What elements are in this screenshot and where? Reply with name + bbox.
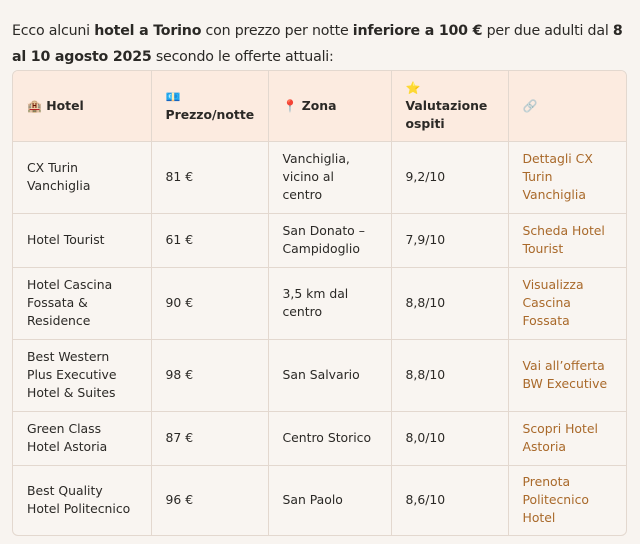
table-row: Green Class Hotel Astoria 87 € Centro Stor… bbox=[13, 411, 626, 466]
table-row: Hotel Cascina Fossata & Residence 90 € 3,5… bbox=[13, 267, 626, 340]
header-zone: 📍 Zona bbox=[268, 71, 392, 142]
hotel-name-cell: Hotel Tourist bbox=[13, 213, 152, 268]
price-cell: 81 € bbox=[165, 169, 194, 184]
zone-cell-cell: Vanchiglia, vicino al centro bbox=[268, 141, 392, 214]
offer-link[interactable]: Dettagli CX Turin Vanchiglia bbox=[522, 151, 593, 202]
price-cell-cell: 61 € bbox=[151, 213, 269, 268]
rating-cell: 7,9/10 bbox=[405, 232, 446, 247]
offer-link-cell: Scopri Hotel Astoria bbox=[508, 411, 626, 466]
offer-link[interactable]: Scopri Hotel Astoria bbox=[522, 421, 598, 454]
hotel-name: Green Class Hotel Astoria bbox=[27, 421, 108, 454]
offer-link-cell: Visualizza Cascina Fossata bbox=[508, 267, 626, 340]
hotel-name: Hotel Tourist bbox=[27, 232, 105, 247]
price-cell-cell: 81 € bbox=[151, 141, 269, 214]
rating-cell-cell: 8,6/10 bbox=[391, 465, 509, 535]
zone-cell: San Donato – Campidoglio bbox=[282, 223, 365, 256]
table-row: Hotel Tourist 61 € San Donato – Campidogli… bbox=[13, 213, 626, 268]
price-cell: 61 € bbox=[165, 232, 194, 247]
offer-link[interactable]: Visualizza Cascina Fossata bbox=[522, 277, 584, 328]
price-cell-cell: 96 € bbox=[151, 465, 269, 535]
rating-cell: 8,0/10 bbox=[405, 430, 446, 445]
zone-cell: San Salvario bbox=[282, 367, 360, 382]
table-row: Best Western Plus Executive Hotel & Suit… bbox=[13, 339, 626, 412]
star-icon: ⭐ bbox=[405, 80, 421, 95]
table-row: Best Quality Hotel Politecnico 96 € San Pa… bbox=[13, 465, 626, 535]
zone-cell-cell: Centro Storico bbox=[268, 411, 392, 466]
hotel-name-cell: Green Class Hotel Astoria bbox=[13, 411, 152, 466]
header-link: 🔗 bbox=[508, 71, 626, 142]
hotel-name-cell: CX Turin Vanchiglia bbox=[13, 141, 152, 214]
zone-cell-cell: 3,5 km dal centro bbox=[268, 267, 392, 340]
rating-cell: 9,2/10 bbox=[405, 169, 446, 184]
hotel-icon: 🏨 bbox=[27, 98, 42, 113]
price-cell-cell: 90 € bbox=[151, 267, 269, 340]
rating-cell: 8,8/10 bbox=[405, 295, 446, 310]
price-cell: 96 € bbox=[165, 492, 194, 508]
rating-cell-cell: 8,0/10 bbox=[391, 411, 509, 466]
offer-link-cell: Dettagli CX Turin Vanchiglia bbox=[508, 141, 626, 214]
pin-icon: 📍 bbox=[282, 98, 298, 113]
offer-link[interactable]: Scheda Hotel Tourist bbox=[522, 223, 605, 256]
rating-cell: 8,8/10 bbox=[405, 367, 446, 382]
price-cell-cell: 87 € bbox=[151, 411, 269, 466]
hotel-name: Hotel Cascina Fossata & Residence bbox=[27, 277, 113, 328]
table-header-row: 🏨 Hotel 💶 Prezzo/notte 📍 Zona ⭐ Valutazion… bbox=[13, 71, 626, 142]
hotel-name-cell: Best Western Plus Executive Hotel & Suit… bbox=[13, 339, 152, 412]
hotel-name: Best Western Plus Executive Hotel & Suit… bbox=[27, 349, 117, 400]
offer-link-cell: Vai all’offerta BW Executive bbox=[508, 339, 626, 412]
offer-link-cell: Prenota Politecnico Hotel bbox=[508, 465, 626, 535]
zone-cell-cell: San Donato – Campidoglio bbox=[268, 213, 392, 268]
hotel-name-cell: Hotel Cascina Fossata & Residence bbox=[13, 267, 152, 340]
zone-cell: 3,5 km dal centro bbox=[282, 286, 349, 319]
rating-cell: 8,6/10 bbox=[405, 492, 446, 508]
rating-cell-cell: 8,8/10 bbox=[391, 339, 509, 412]
intro-text: Ecco alcuni hotel a Torino con prezzo pe… bbox=[12, 23, 623, 66]
offer-link[interactable]: Prenota Politecnico Hotel bbox=[522, 474, 589, 526]
price-cell: 87 € bbox=[165, 430, 194, 445]
header-price: 💶 Prezzo/notte bbox=[151, 71, 269, 142]
price-cell: 90 € bbox=[165, 295, 194, 310]
price-cell-cell: 98 € bbox=[151, 339, 269, 412]
table-row: CX Turin Vanchiglia 81 € Vanchiglia, vicin… bbox=[13, 141, 626, 214]
hotel-name: Best Quality Hotel Politecnico bbox=[27, 483, 131, 517]
rating-cell-cell: 9,2/10 bbox=[391, 141, 509, 214]
hotel-table: 🏨 Hotel 💶 Prezzo/notte 📍 Zona ⭐ Valutazion… bbox=[12, 70, 627, 536]
hotel-name: CX Turin Vanchiglia bbox=[27, 160, 91, 193]
header-hotel: 🏨 Hotel bbox=[13, 71, 152, 142]
rating-cell-cell: 8,8/10 bbox=[391, 267, 509, 340]
zone-cell: Vanchiglia, vicino al centro bbox=[282, 151, 350, 202]
rating-cell-cell: 7,9/10 bbox=[391, 213, 509, 268]
price-cell: 98 € bbox=[165, 367, 194, 382]
link-icon: 🔗 bbox=[522, 98, 538, 113]
money-icon: 💶 bbox=[165, 89, 181, 104]
zone-cell: San Paolo bbox=[282, 492, 343, 508]
offer-link-cell: Scheda Hotel Tourist bbox=[508, 213, 626, 268]
zone-cell: Centro Storico bbox=[282, 430, 372, 445]
offer-link[interactable]: Vai all’offerta BW Executive bbox=[522, 358, 608, 391]
hotel-name-cell: Best Quality Hotel Politecnico bbox=[13, 465, 152, 535]
header-rating: ⭐ Valutazione ospiti bbox=[391, 71, 509, 142]
zone-cell-cell: San Salvario bbox=[268, 339, 392, 412]
zone-cell-cell: San Paolo bbox=[268, 465, 392, 535]
